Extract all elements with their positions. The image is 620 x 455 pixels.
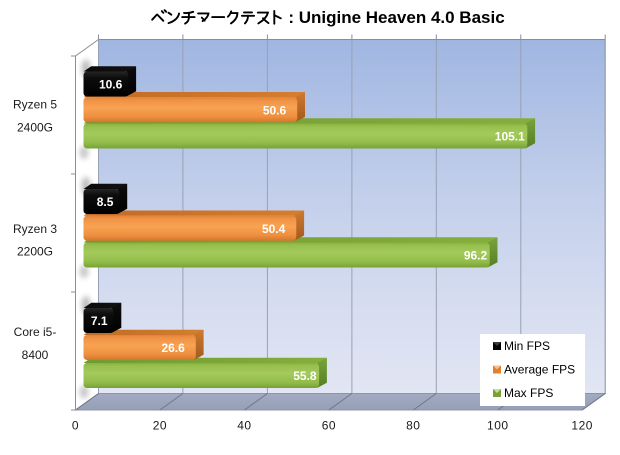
svg-text:120: 120 — [571, 419, 593, 433]
svg-text:8.5: 8.5 — [97, 195, 114, 209]
svg-text:50.4: 50.4 — [262, 222, 286, 236]
svg-text:8400: 8400 — [22, 348, 49, 362]
svg-text:26.6: 26.6 — [161, 341, 185, 355]
svg-text:7.1: 7.1 — [91, 314, 108, 328]
svg-text:Core i5-: Core i5- — [14, 325, 57, 339]
svg-text:96.2: 96.2 — [464, 249, 488, 263]
svg-text:55.8: 55.8 — [293, 369, 317, 383]
svg-text:60: 60 — [322, 419, 336, 433]
svg-text:105.1: 105.1 — [495, 130, 525, 144]
svg-text:Max FPS: Max FPS — [504, 386, 553, 400]
svg-text:2200G: 2200G — [17, 245, 53, 259]
svg-text:2400G: 2400G — [17, 121, 53, 135]
svg-text:Average FPS: Average FPS — [504, 363, 575, 377]
svg-text:0: 0 — [72, 419, 79, 433]
svg-text:40: 40 — [237, 419, 251, 433]
svg-text:20: 20 — [153, 419, 167, 433]
svg-text:50.6: 50.6 — [263, 103, 287, 117]
svg-text:80: 80 — [406, 419, 420, 433]
svg-text:100: 100 — [487, 419, 509, 433]
svg-text:Ryzen 5: Ryzen 5 — [13, 98, 57, 112]
svg-text:10.6: 10.6 — [99, 78, 123, 92]
svg-text:Ryzen 3: Ryzen 3 — [13, 222, 57, 236]
svg-text:Min FPS: Min FPS — [504, 339, 550, 353]
